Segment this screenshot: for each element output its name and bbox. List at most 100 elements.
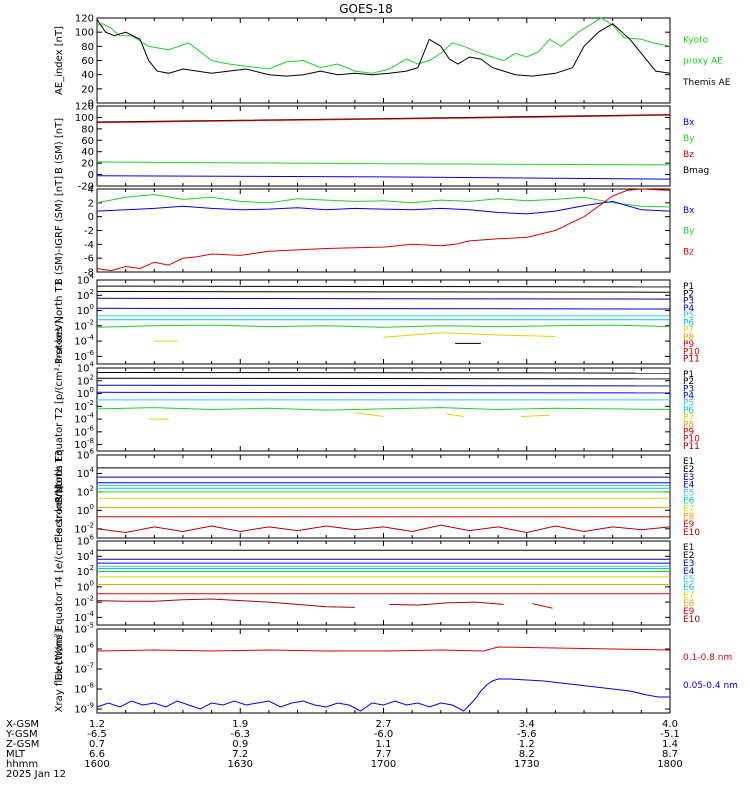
legend-entry: 0.1-0.8 nm [683, 653, 732, 663]
x-tick-label: 1.2 [519, 739, 535, 750]
series-line [96, 598, 355, 608]
x-tick-label: 1.1 [376, 739, 392, 750]
legend-entry: E1 [683, 457, 694, 467]
x-tick-label: 1.4 [662, 739, 678, 750]
x-tick-label: 2.7 [376, 719, 392, 730]
y-tick-label: 40 [81, 147, 94, 158]
x-tick-label: 1600 [84, 759, 109, 770]
ephemeris-row-label: hhmm [6, 759, 38, 770]
legend-entry: P8 [683, 420, 694, 430]
ephemeris-row-label: Z-GSM [6, 739, 39, 750]
y-tick-label: 0 [88, 170, 94, 181]
legend-entry: P11 [683, 442, 700, 452]
legend-entry: P10 [683, 347, 700, 357]
series-line [96, 114, 671, 124]
series-line [96, 285, 671, 288]
y-axis-label: Electrons North T3 [54, 450, 65, 543]
legend-entry: P7 [683, 326, 694, 336]
y-tick-label: 0 [88, 212, 94, 223]
series-line [446, 413, 464, 417]
x-tick-label: 1730 [514, 759, 539, 770]
y-tick-label: 102 [77, 564, 94, 578]
y-tick-label: 10-6 [74, 349, 94, 363]
y-axis-label: Protons North T1 [54, 280, 65, 364]
y-tick-label: 10-4 [74, 610, 94, 624]
legend-entry: Themis AE [682, 78, 731, 88]
series-line [354, 412, 384, 417]
x-tick-label: -5.1 [660, 729, 680, 740]
x-tick-label: 4.0 [662, 719, 678, 730]
series-line [96, 372, 671, 374]
y-tick-label: 100 [77, 303, 94, 317]
series-line [96, 188, 671, 272]
legend-entry: E4 [683, 567, 695, 577]
legend-entry: E2 [683, 551, 694, 561]
series-line [96, 114, 671, 123]
legend-entry: By [683, 227, 695, 237]
panel-ae: 0 20 40 60 80 100 120 AE_index [nT] Kyoto proxy A… [54, 14, 731, 110]
x-tick-label: 7.2 [232, 749, 248, 760]
panel-frame [96, 105, 671, 187]
y-tick-label: 80 [81, 42, 94, 53]
x-tick-label: 7.7 [376, 749, 392, 760]
y-tick-label: -20 [78, 182, 94, 193]
legend-entry: E9 [683, 520, 695, 530]
legend-entry: P4 [683, 304, 694, 314]
legend-entry: P10 [683, 435, 700, 445]
y-tick-label: 60 [81, 136, 94, 147]
legend-entry: E2 [683, 465, 694, 475]
legend-entry: E3 [683, 473, 694, 483]
legend-entry: P3 [683, 384, 694, 394]
y-tick-label: 10-8 [74, 437, 94, 451]
panel-frame [96, 540, 671, 626]
y-tick-label: 102 [77, 484, 94, 498]
legend-entry: Bz [683, 247, 694, 257]
y-tick-label: 10-5 [74, 622, 94, 636]
x-tick-label: 3.4 [519, 719, 535, 730]
legend-entry: E7 [683, 504, 694, 514]
legend-entry: Bz [683, 150, 694, 160]
ephemeris-row-label: X-GSM [6, 719, 39, 730]
legend-entry: P3 [683, 297, 694, 307]
ephemeris-row-label: 2025 Jan 12 [6, 769, 66, 780]
y-axis-label: B (SM) [nT] [54, 118, 65, 174]
panel-xray: 10-5 10-6 10-7 10-8 10-9 Xray flux [W/m²] 0.1-… [54, 622, 738, 716]
y-tick-label: 40 [81, 70, 94, 81]
x-tick-label: -6.5 [87, 729, 107, 740]
series-line [96, 524, 671, 534]
legend-entry: P9 [683, 340, 694, 350]
panel-frame [96, 188, 671, 273]
legend-entry: By [683, 134, 695, 144]
plot-title: GOES-18 [339, 2, 393, 16]
legend-entry: E10 [683, 615, 700, 625]
legend-entry: P7 [683, 413, 694, 423]
y-tick-label: 102 [77, 288, 94, 302]
y-tick-label: 10-2 [74, 521, 94, 535]
series-line [96, 377, 671, 380]
y-tick-label: 100 [75, 28, 94, 39]
y-tick-label: 10-2 [74, 318, 94, 332]
series-line [96, 384, 671, 387]
x-tick-label: 1700 [371, 759, 396, 770]
panel-frame [96, 367, 671, 452]
legend-entry: E9 [683, 607, 695, 617]
y-tick-label: 10-4 [74, 412, 94, 426]
y-tick-label: 100 [77, 579, 94, 593]
legend-entry: E8 [683, 512, 695, 522]
y-tick-label: 60 [81, 56, 94, 67]
x-tick-label: -6.0 [374, 729, 394, 740]
x-tick-label: 8.7 [662, 749, 678, 760]
legend-entry: P5 [683, 311, 694, 321]
y-tick-label: -6 [84, 254, 94, 265]
legend-entry: E7 [683, 591, 694, 601]
legend-entry: Bx [683, 118, 695, 128]
series-line [96, 407, 671, 411]
series-line [383, 332, 556, 338]
y-tick-label: 104 [77, 549, 95, 563]
x-tick-label: 1630 [228, 759, 253, 770]
y-tick-label: -4 [84, 240, 94, 251]
y-axis-label: AE_index [nT] [54, 26, 65, 95]
y-tick-label: 104 [77, 466, 95, 480]
